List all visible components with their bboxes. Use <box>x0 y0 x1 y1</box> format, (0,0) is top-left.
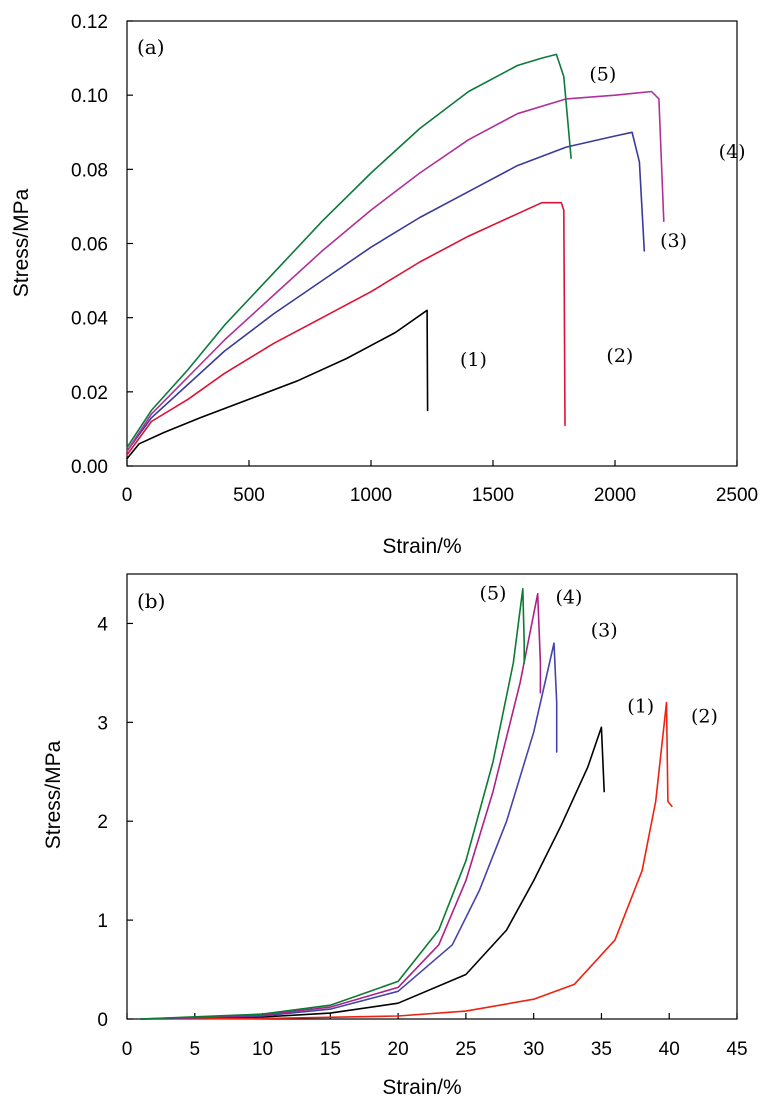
series-label-2: (2) <box>691 705 718 727</box>
plot-frame <box>126 20 738 467</box>
series-label-4: (4) <box>719 141 746 163</box>
plot-frame <box>126 573 738 1020</box>
series-line-2 <box>139 701 673 1020</box>
x-tick-label: 15 <box>320 1039 341 1060</box>
y-tick-label: 4 <box>97 614 108 635</box>
series-label-4: (4) <box>555 587 582 609</box>
series-label-2: (2) <box>606 345 633 367</box>
x-tick-label: 1500 <box>472 485 514 506</box>
x-tick-label: 2500 <box>716 485 758 506</box>
x-tick-label: 45 <box>726 1039 747 1060</box>
x-tick-label: 5 <box>189 1039 200 1060</box>
panel-label: (a) <box>137 35 165 59</box>
panel-b-chart: 0 5 10 15 20 25 30 35 40 45 0 1 2 3 4 Strain/% Stress/MP… <box>42 573 748 1099</box>
x-tick-label: 0 <box>122 485 133 506</box>
series-label-1: (1) <box>627 695 654 717</box>
y-tick-label: 0.02 <box>71 383 108 404</box>
y-tick-label: 0.08 <box>71 160 108 181</box>
y-axis-label: Stress/MPa <box>10 188 33 297</box>
panel-a-chart: 0 500 1000 1500 2000 2500 0.00 0.02 0.04 0.06 0.08… <box>10 12 758 558</box>
x-tick-label: 0 <box>122 1039 133 1060</box>
y-tick-label: 0 <box>97 1010 108 1031</box>
y-tick-label: 0.00 <box>71 457 108 478</box>
series-label-3: (3) <box>660 230 687 252</box>
y-tick-label: 3 <box>97 713 108 734</box>
y-axis-label: Stress/MPa <box>42 740 65 849</box>
x-tick-label: 500 <box>233 485 265 506</box>
y-tick-label: 0.06 <box>71 235 108 256</box>
x-tick-label: 25 <box>455 1039 476 1060</box>
x-axis-label: Strain/% <box>382 535 461 558</box>
x-tick-label: 1000 <box>350 485 392 506</box>
series-line-3 <box>139 642 558 1020</box>
series-line-4 <box>126 90 665 453</box>
series-label-1: (1) <box>460 349 487 371</box>
series-line-3 <box>126 131 646 453</box>
y-tick-label: 1 <box>97 911 108 932</box>
x-tick-label: 10 <box>252 1039 273 1060</box>
x-axis-label: Strain/% <box>382 1076 461 1099</box>
series-label-5: (5) <box>480 583 507 605</box>
x-tick-label: 30 <box>523 1039 544 1060</box>
x-tick-label: 40 <box>659 1039 680 1060</box>
y-tick-label: 0.04 <box>71 309 108 330</box>
x-tick-label: 2000 <box>594 485 636 506</box>
y-tick-label: 0.10 <box>71 86 108 107</box>
y-tick-label: 2 <box>97 812 108 833</box>
series-line-5 <box>126 53 572 449</box>
series-line-1 <box>139 726 606 1020</box>
series-line-2 <box>126 201 566 456</box>
series-line-1 <box>126 309 429 460</box>
x-tick-label: 35 <box>591 1039 612 1060</box>
x-tick-label: 20 <box>388 1039 409 1060</box>
panel-label: (b) <box>137 589 165 613</box>
series-label-3: (3) <box>591 619 618 641</box>
series-line-5 <box>139 587 526 1020</box>
series-label-5: (5) <box>589 63 616 85</box>
y-tick-label: 0.12 <box>71 12 108 33</box>
series-line-4 <box>139 592 542 1020</box>
